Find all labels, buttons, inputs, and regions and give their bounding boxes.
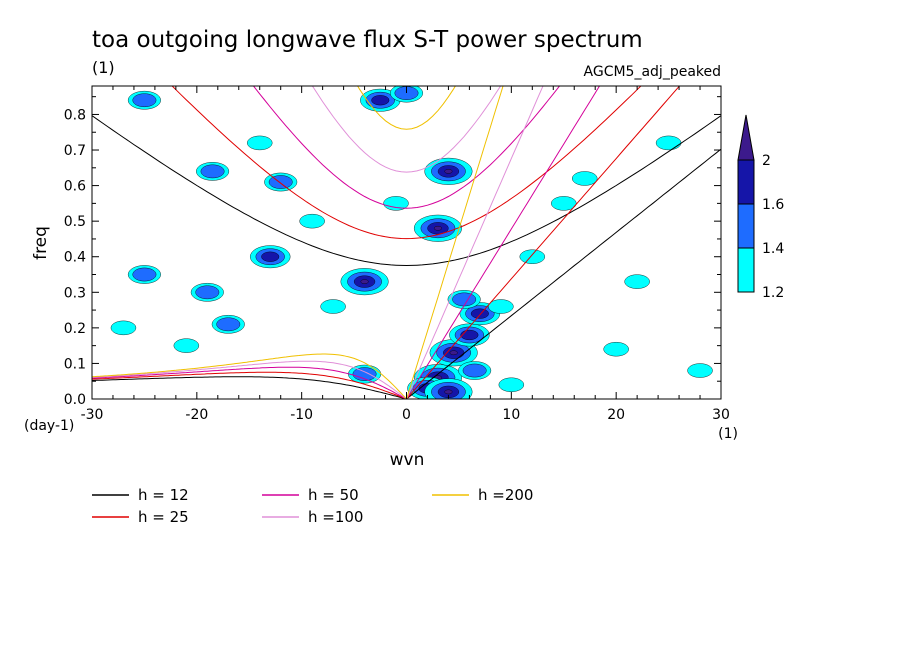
heat-blob-31-level-1: [603, 342, 629, 357]
y-tick-label: 0.7: [64, 143, 86, 159]
colorbar-label: 1.2: [762, 285, 784, 301]
heat-blob-23-level-1: [572, 171, 598, 186]
heat-blob-33-level-1: [655, 135, 682, 151]
colorbar-segment-1: [737, 203, 755, 249]
rossby-curve-4: [92, 353, 407, 399]
legend-label: h = 12: [138, 486, 189, 504]
rossby-curve-2: [92, 366, 407, 399]
heat-blob-28-level-1: [687, 363, 713, 378]
y-axis-label: freq: [31, 226, 51, 260]
heat-blob-16-level-2: [200, 164, 225, 179]
y-tick-label: 0.0: [64, 392, 86, 408]
colorbar-label: 1.6: [762, 197, 784, 213]
heat-blob-30-level-1: [320, 299, 346, 314]
y-tick-label: 0.8: [64, 107, 86, 123]
y-tick-label: 0.4: [64, 250, 86, 266]
x-tick-label: 20: [607, 407, 625, 423]
x-tick-label: -20: [185, 407, 208, 423]
heat-blob-27-level-1: [173, 338, 200, 353]
colorbar-label: 1.4: [762, 241, 784, 257]
dispersion-curves: [92, 86, 721, 399]
heat-blob-29-level-1: [624, 274, 650, 289]
chart-title: toa outgoing longwave flux S-T power spe…: [92, 27, 643, 53]
heat-blob-7-level-2: [462, 363, 487, 378]
y-units: (day-1): [24, 418, 74, 434]
heat-blob-35-level-1: [383, 196, 409, 211]
rossby-curve-3: [92, 360, 407, 399]
y-tick-label: 0.1: [64, 356, 86, 372]
heat-blob-19-level-2: [132, 93, 157, 108]
igw-curve-3: [311, 86, 502, 173]
axes: -30 -20 -10 0 10 20 30 0.0 0.1 0.2 0.3 0.4 0.5 0.6 0.7…: [64, 86, 730, 423]
heat-blob-22-level-1: [551, 196, 577, 211]
colorbar: 1.2 1.4 1.6 2: [737, 114, 784, 301]
colorbar-extend-arrow: [737, 114, 755, 161]
rossby-curve-0: [92, 376, 407, 399]
x-units: (1): [718, 426, 738, 442]
kelvin-curve-2: [406, 86, 601, 399]
y-tick-label: 0.2: [64, 321, 86, 337]
heat-blob-20-level-2: [352, 367, 377, 381]
x-tick-label: -10: [290, 407, 313, 423]
heat-blob-4-level-2: [452, 292, 477, 307]
heat-blob-24-level-1: [519, 249, 545, 264]
heat-blob-2-level-3: [460, 329, 479, 341]
y-tick-label: 0.5: [64, 214, 86, 230]
heat-blob-14-level-2: [195, 285, 220, 300]
igw-curve-1: [171, 86, 642, 240]
heat-blob-26-level-1: [110, 320, 137, 336]
x-axis-label: wvn: [390, 450, 425, 470]
y-tick-label: 0.6: [64, 179, 86, 195]
igw-curve-4: [357, 86, 456, 130]
heat-blob-10-level-4: [444, 169, 453, 174]
heat-blob-21-level-1: [498, 377, 525, 392]
heat-blob-3-level-3: [470, 308, 489, 319]
x-tick-label: 30: [712, 407, 730, 423]
heat-blob-8-level-4: [360, 279, 369, 284]
kelvin-curve-4: [406, 86, 504, 399]
kelvin-curve-3: [406, 86, 544, 399]
title-units: (1): [92, 58, 115, 77]
igw-curve-2: [252, 86, 561, 209]
legend-label: h =200: [478, 486, 533, 504]
legend: h = 12 h = 25 h = 50 h =100 h =200: [92, 486, 533, 526]
colorbar-segment-2: [737, 159, 755, 205]
igw-curve-0: [92, 115, 721, 267]
legend-label: h = 50: [308, 486, 359, 504]
heat-blob-34-level-1: [488, 299, 514, 314]
heat-blob-11-level-3: [371, 95, 390, 106]
colorbar-label: 2: [762, 153, 771, 169]
legend-label: h =100: [308, 508, 363, 526]
kelvin-curve-0: [406, 148, 721, 399]
x-tick-label: -30: [81, 407, 104, 423]
heatmap-layer: [110, 86, 713, 399]
rossby-curve-1: [92, 371, 407, 399]
heat-blob-1-level-4: [449, 350, 458, 356]
heat-blob-15-level-2: [216, 317, 241, 332]
heat-blob-32-level-1: [247, 135, 273, 151]
heat-blob-6-level-4: [444, 389, 453, 395]
heat-blob-25-level-1: [299, 213, 325, 229]
x-tick-label: 10: [502, 407, 520, 423]
heat-blob-13-level-2: [132, 267, 157, 282]
heat-blob-12-level-3: [261, 251, 280, 262]
heat-blob-9-level-4: [433, 225, 442, 231]
chart-subtitle: AGCM5_adj_peaked: [584, 64, 721, 80]
legend-label: h = 25: [138, 508, 189, 526]
colorbar-segment-0: [737, 247, 755, 293]
kelvin-curve-1: [406, 86, 681, 399]
y-tick-label: 0.3: [64, 285, 86, 301]
x-tick-label: 0: [402, 407, 411, 423]
